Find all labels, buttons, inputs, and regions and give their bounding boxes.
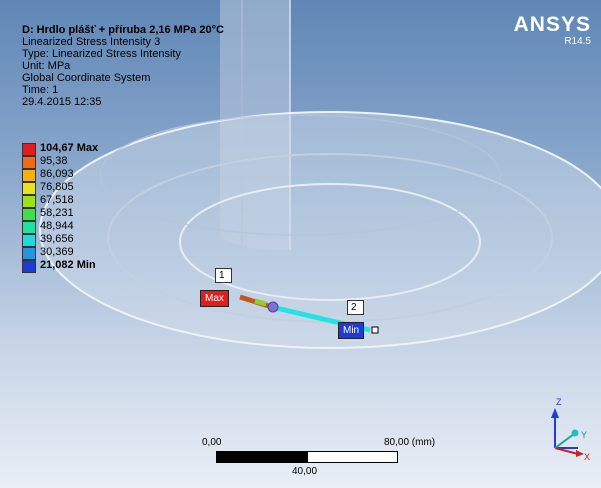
legend-color-swatch xyxy=(22,221,36,234)
logo-brand: ANSYS xyxy=(514,14,591,36)
analysis-title: D: Hrdlo plášť + příruba 2,16 MPa 20°C xyxy=(22,24,224,36)
legend-value-label: 104,67 Max xyxy=(40,142,98,154)
scale-end-label: 80,00 (mm) xyxy=(384,437,435,448)
result-unit: Unit: MPa xyxy=(22,60,224,72)
legend-value-label: 58,231 xyxy=(40,207,74,219)
legend-value-label: 39,656 xyxy=(40,233,74,245)
legend-color-swatch xyxy=(22,182,36,195)
result-name: Linearized Stress Intensity 3 xyxy=(22,36,224,48)
max-probe-label[interactable]: Max xyxy=(200,290,229,307)
legend-value-label: 76,805 xyxy=(40,181,74,193)
result-date: 29.4.2015 12:35 xyxy=(22,96,224,108)
path-point-2-flag: 2 xyxy=(347,300,364,315)
legend-value-label: 67,518 xyxy=(40,194,74,206)
legend-color-swatch xyxy=(22,156,36,169)
legend-value-label: 86,093 xyxy=(40,168,74,180)
legend-color-swatch xyxy=(22,143,36,156)
scale-bar xyxy=(216,451,398,463)
legend-value-label: 30,369 xyxy=(40,246,74,258)
result-info: D: Hrdlo plášť + příruba 2,16 MPa 20°C L… xyxy=(22,24,224,108)
axis-y-label: Y xyxy=(581,430,587,440)
legend-color-swatch xyxy=(22,208,36,221)
legend-color-swatch xyxy=(22,169,36,182)
scale-start-label: 0,00 xyxy=(202,437,221,448)
result-time: Time: 1 xyxy=(22,84,224,96)
scale-bar-black-segment xyxy=(217,452,308,462)
scale-mid-label: 40,00 xyxy=(292,466,317,477)
legend-color-swatch xyxy=(22,247,36,260)
min-probe-label[interactable]: Min xyxy=(338,322,364,339)
legend-value-label: 95,38 xyxy=(40,155,68,167)
coordinate-system: Global Coordinate System xyxy=(22,72,224,84)
triad-axes-icon[interactable]: Z Y X xyxy=(540,396,600,464)
logo-version: R14.5 xyxy=(514,36,591,48)
result-type: Type: Linearized Stress Intensity xyxy=(22,48,224,60)
ansys-logo: ANSYS R14.5 xyxy=(514,14,591,48)
path-point-1-flag: 1 xyxy=(215,268,232,283)
legend-value-label: 48,944 xyxy=(40,220,74,232)
axis-z-label: Z xyxy=(556,397,562,407)
legend-color-swatch xyxy=(22,260,36,273)
legend-color-swatch xyxy=(22,195,36,208)
legend-color-swatch xyxy=(22,234,36,247)
legend-value-label: 21,082 Min xyxy=(40,259,96,271)
axis-x-label: X xyxy=(584,452,590,462)
